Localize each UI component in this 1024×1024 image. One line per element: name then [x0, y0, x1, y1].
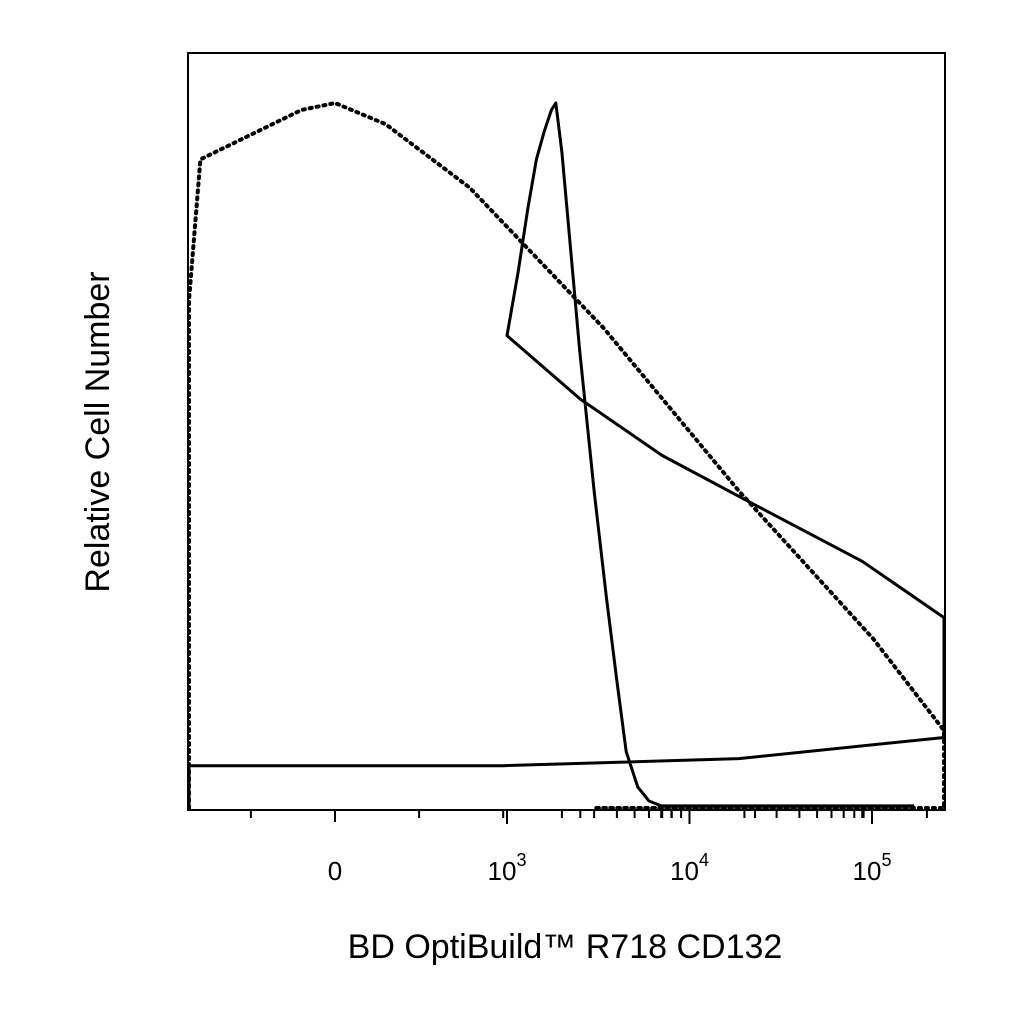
x-tick-label-exponent: 4: [699, 850, 709, 870]
x-tick-label: 103: [488, 850, 527, 886]
x-tick-label-exponent: 5: [881, 850, 891, 870]
x-axis-tick-labels: 0 103 104 105: [328, 850, 892, 886]
series-dotted-histogram: [187, 101, 946, 810]
x-axis-label: BD OptiBuild™ R718 CD132: [348, 928, 783, 966]
plot-area: [187, 52, 946, 811]
x-tick-label-exponent: 3: [516, 850, 526, 870]
x-axis-ticks: [249, 810, 928, 824]
plot-frame: [187, 52, 946, 811]
x-tick-label: 104: [670, 850, 709, 886]
y-axis-label: Relative Cell Number: [79, 271, 117, 592]
series-solid-histogram: [187, 101, 946, 808]
x-tick-label: 105: [853, 850, 892, 886]
x-tick-label: 0: [328, 856, 342, 886]
